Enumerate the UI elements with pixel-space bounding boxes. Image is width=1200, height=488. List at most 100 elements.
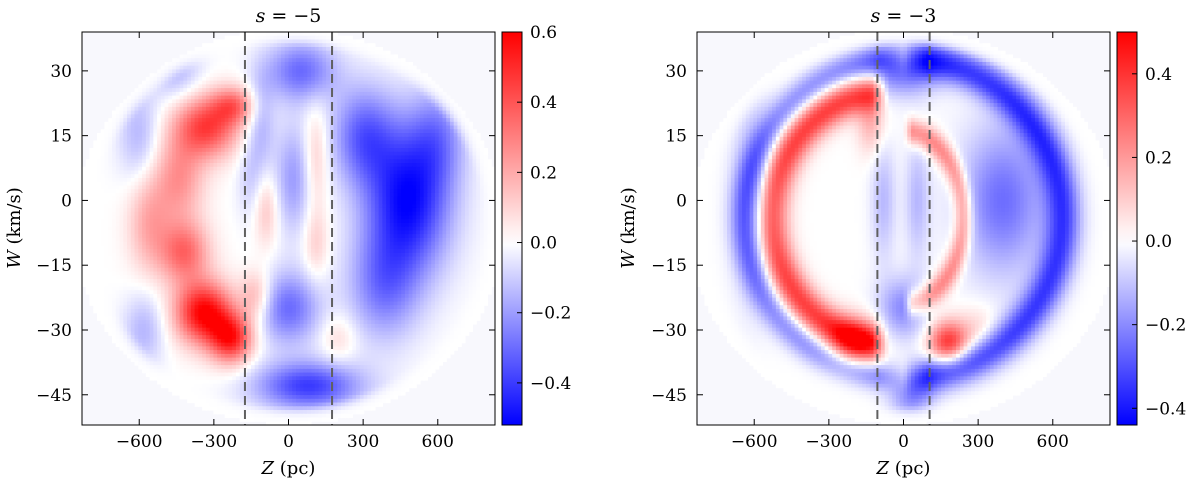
heatmap-cell <box>157 222 162 228</box>
heatmap-cell <box>326 207 331 213</box>
heatmap-cell <box>198 46 203 52</box>
heatmap-cell <box>427 170 432 175</box>
heatmap-cell <box>209 196 214 202</box>
heatmap-cell <box>89 151 94 157</box>
heatmap-cell <box>160 88 166 93</box>
heatmap-cell <box>419 166 425 172</box>
heatmap-cell <box>239 174 245 179</box>
heatmap-cell <box>344 88 350 93</box>
heatmap-cell <box>217 174 222 179</box>
heatmap-cell <box>408 76 413 82</box>
heatmap-cell <box>438 222 444 228</box>
heatmap-cell <box>352 43 357 48</box>
heatmap-cell <box>235 181 241 187</box>
heatmap-cell <box>228 177 233 183</box>
heatmap-cell <box>378 114 383 119</box>
heatmap-cell <box>303 54 308 59</box>
heatmap-cell <box>160 166 166 172</box>
heatmap-cell <box>378 58 383 63</box>
heatmap-cell <box>292 65 297 71</box>
heatmap-cell <box>389 58 395 63</box>
heatmap-cell <box>378 133 383 138</box>
heatmap-cell <box>213 177 218 183</box>
heatmap-cell <box>235 103 241 108</box>
heatmap-cell <box>273 200 278 205</box>
heatmap-cell <box>311 144 316 149</box>
heatmap-cell <box>326 159 331 164</box>
heatmap-cell <box>344 151 350 157</box>
heatmap-cell <box>239 58 245 63</box>
heatmap-cell <box>374 125 380 130</box>
heatmap-cell <box>416 133 421 138</box>
heatmap-cell <box>341 35 346 41</box>
heatmap-cell <box>232 177 237 183</box>
heatmap-cell <box>453 200 459 205</box>
heatmap-cell <box>224 200 230 205</box>
heatmap-cell <box>175 230 181 235</box>
heatmap-cell <box>205 129 211 134</box>
heatmap-cell <box>123 129 128 134</box>
heatmap-cell <box>434 222 440 228</box>
heatmap-cell <box>307 166 312 172</box>
heatmap-cell <box>329 192 335 198</box>
heatmap-cell <box>341 181 346 187</box>
heatmap-cell <box>183 234 188 239</box>
heatmap-cell <box>318 155 323 160</box>
heatmap-cell <box>217 65 222 71</box>
heatmap-cell <box>352 140 357 145</box>
heatmap-cell <box>356 144 361 149</box>
heatmap-cell <box>382 163 387 168</box>
heatmap-cell <box>183 185 188 190</box>
heatmap-cell <box>378 54 383 59</box>
heatmap-cell <box>160 219 166 224</box>
heatmap-cell <box>149 222 154 228</box>
heatmap-cell <box>280 192 286 198</box>
heatmap-cell <box>205 76 211 82</box>
heatmap-cell <box>393 88 398 93</box>
heatmap-cell <box>359 181 365 187</box>
heatmap-cell <box>269 35 275 41</box>
heatmap-cell <box>367 148 372 153</box>
heatmap-cell <box>104 215 109 220</box>
heatmap-cell <box>138 106 143 112</box>
heatmap-cell <box>359 226 365 231</box>
heatmap-cell <box>311 226 316 231</box>
heatmap-cell <box>247 76 252 82</box>
heatmap-cell <box>239 69 245 74</box>
heatmap-cell <box>262 114 267 119</box>
heatmap-cell <box>273 163 278 168</box>
heatmap-cell <box>108 207 113 213</box>
heatmap-cell <box>243 155 248 160</box>
heatmap-cell <box>232 166 237 172</box>
heatmap-cell <box>314 189 320 194</box>
heatmap-cell <box>352 200 357 205</box>
heatmap-cell <box>172 189 177 194</box>
heatmap-cell <box>194 211 199 216</box>
heatmap-cell <box>224 166 230 172</box>
heatmap-cell <box>457 189 462 194</box>
heatmap-cell <box>254 32 260 37</box>
heatmap-cell <box>235 148 241 153</box>
heatmap-cell <box>277 76 282 82</box>
heatmap-cell <box>333 54 338 59</box>
heatmap-cell <box>280 181 286 187</box>
heatmap-cell <box>179 103 184 108</box>
heatmap-cell <box>250 43 256 48</box>
heatmap-cell <box>273 73 278 78</box>
heatmap-cell <box>431 118 436 123</box>
heatmap-cell <box>307 32 312 37</box>
heatmap-cell <box>314 196 320 202</box>
heatmap-cell <box>438 121 444 127</box>
heatmap-cell <box>318 84 323 89</box>
heatmap-cell <box>464 230 470 235</box>
heatmap-cell <box>134 103 139 108</box>
heatmap-cell <box>168 69 173 74</box>
heatmap-cell <box>393 73 398 78</box>
heatmap-cell <box>438 110 444 115</box>
heatmap-cell <box>228 155 233 160</box>
heatmap-cell <box>112 136 117 142</box>
heatmap-cell <box>397 133 402 138</box>
heatmap-cell <box>108 211 113 216</box>
heatmap-cell <box>164 204 169 209</box>
heatmap-cell <box>371 95 376 100</box>
